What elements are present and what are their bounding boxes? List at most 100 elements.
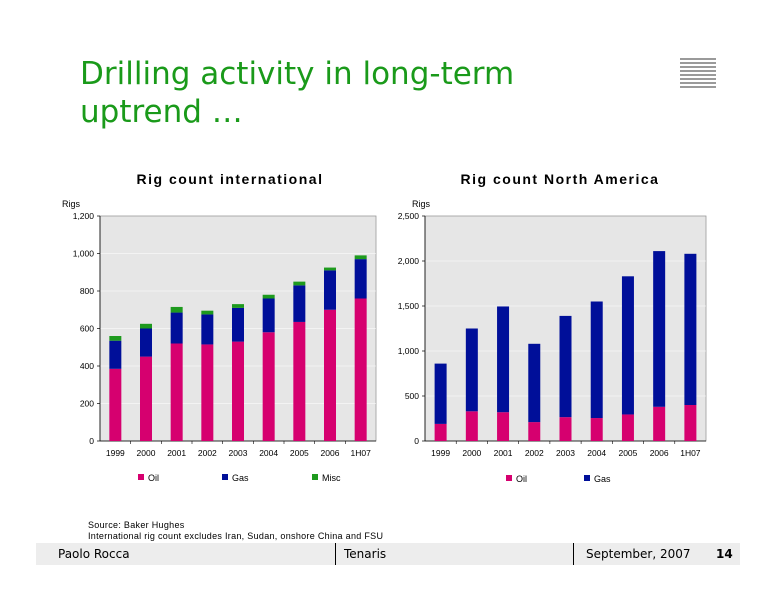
x-tick-label: 1H07 (351, 448, 372, 458)
footer-company: Tenaris (344, 547, 387, 561)
bar-gas (559, 315, 572, 418)
bar-misc (293, 281, 306, 286)
bar-oil (559, 417, 572, 441)
x-tick-label: 2004 (587, 448, 606, 458)
x-tick-label: 2001 (167, 448, 186, 458)
bar-misc (201, 310, 214, 315)
x-tick-label: 2000 (462, 448, 481, 458)
y-tick-label: 2,000 (398, 256, 420, 266)
x-tick-label: 2006 (321, 448, 340, 458)
x-tick-label: 2005 (618, 448, 637, 458)
bar-gas (653, 251, 666, 407)
exclusion-note: International rig count excludes Iran, S… (88, 531, 384, 541)
footer-divider-1 (335, 543, 336, 565)
x-tick-label: 2005 (290, 448, 309, 458)
bar-oil (109, 368, 122, 441)
bar-gas (621, 276, 634, 415)
bar-gas (497, 306, 510, 413)
bar-gas (170, 312, 183, 344)
bar-gas (528, 343, 541, 423)
bar-gas (354, 259, 367, 299)
bar-misc (262, 294, 275, 299)
bar-oil (140, 356, 152, 441)
bar-oil (201, 344, 214, 441)
slide-title: Drilling activity in long-term uptrend … (80, 56, 515, 130)
bar-oil (528, 422, 541, 441)
bar-oil (232, 341, 244, 441)
x-tick-label: 1999 (431, 448, 450, 458)
bar-misc (324, 267, 336, 271)
bar-oil (324, 309, 336, 441)
source-note: Source: Baker Hughes International rig c… (88, 520, 383, 542)
legend-item-misc: Misc (312, 473, 341, 483)
y-tick-label: 1,500 (398, 301, 420, 311)
footer-presenter: Paolo Rocca (58, 547, 130, 561)
legend-label-oil: Oil (148, 473, 159, 483)
bar-gas (324, 270, 336, 310)
y-tick-label: 1,000 (73, 249, 95, 259)
bar-oil (653, 406, 666, 441)
bar-gas (262, 298, 275, 333)
bar-oil (590, 418, 603, 441)
bar-misc (354, 255, 367, 260)
x-tick-label: 2000 (137, 448, 156, 458)
legend-label-gas-na: Gas (594, 474, 611, 484)
x-tick-label: 1999 (106, 448, 125, 458)
bar-oil (293, 321, 306, 441)
bar-oil (465, 411, 478, 441)
footer-bar: Paolo Rocca Tenaris September, 2007 14 (36, 543, 740, 565)
x-tick-label: 2003 (556, 448, 575, 458)
y-tick-label: 200 (80, 399, 94, 409)
legend-swatch-misc (312, 474, 318, 480)
bar-misc (140, 323, 152, 329)
y-tick-label: 0 (89, 436, 94, 446)
x-tick-label: 2003 (229, 448, 248, 458)
chart-title-international: Rig count international (136, 171, 324, 187)
bar-gas (293, 285, 306, 322)
bar-misc (170, 306, 183, 313)
legend-swatch-gas-na (584, 475, 590, 481)
y-tick-label: 600 (80, 324, 94, 334)
y-tick-label: 1,000 (398, 346, 420, 356)
legend-swatch-oil-na (506, 475, 512, 481)
x-tick-label: 1H07 (680, 448, 701, 458)
y-tick-label: 800 (80, 286, 94, 296)
x-tick-label: 2004 (259, 448, 278, 458)
page-number: 14 (716, 547, 733, 561)
legend-label-misc: Misc (322, 473, 341, 483)
y-tick-label: 500 (405, 391, 419, 401)
y-axis-unit-north-america: Rigs (412, 199, 431, 209)
company-logo-icon (680, 58, 716, 90)
legend-label-gas: Gas (232, 473, 249, 483)
x-tick-label: 2006 (650, 448, 669, 458)
x-tick-label: 2002 (525, 448, 544, 458)
y-tick-label: 2,500 (398, 211, 420, 221)
y-axis-unit-international: Rigs (62, 199, 81, 209)
bar-oil (262, 332, 275, 441)
chart-title-north-america: Rig count North America (460, 171, 660, 187)
y-tick-label: 1,200 (73, 211, 95, 221)
y-tick-label: 400 (80, 361, 94, 371)
x-tick-label: 2002 (198, 448, 217, 458)
source-line: Source: Baker Hughes (88, 520, 185, 530)
legend-item-oil: Oil (138, 473, 159, 483)
bar-gas (465, 328, 478, 412)
bar-oil (497, 412, 510, 441)
legend-item-gas: Gas (222, 473, 249, 483)
bar-gas (201, 314, 214, 345)
legend-item-oil-na: Oil (506, 474, 527, 484)
bar-oil (621, 414, 634, 441)
legend-label-oil-na: Oil (516, 474, 527, 484)
footer-date: September, 2007 (586, 547, 691, 561)
bar-gas (109, 340, 122, 369)
y-tick-label: 0 (414, 436, 419, 446)
footer-divider-2 (573, 543, 574, 565)
bar-oil (354, 298, 367, 441)
bar-gas (140, 328, 152, 357)
bar-oil (434, 423, 447, 441)
legend-swatch-oil (138, 474, 144, 480)
bar-gas (590, 301, 603, 419)
bar-misc (109, 336, 122, 341)
